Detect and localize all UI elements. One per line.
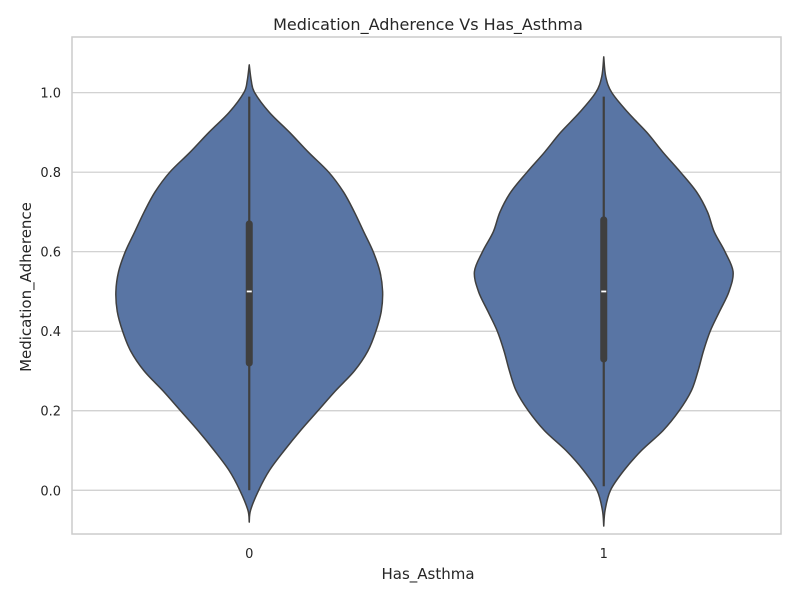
y-tick-label: 0.8 <box>40 166 61 181</box>
violins <box>115 56 734 527</box>
plot-frame <box>71 36 782 535</box>
y-tick-label: 0.2 <box>40 405 61 420</box>
x-tick-label: 1 <box>600 547 608 562</box>
y-tick-label: 0.6 <box>40 246 61 261</box>
y-tick-label: 1.0 <box>40 87 61 102</box>
x-tick-label: 0 <box>245 547 253 562</box>
y-axis-label: Medication_Adherence <box>17 202 36 372</box>
x-axis-label: Has_Asthma <box>381 565 474 584</box>
chart-title: Medication_Adherence Vs Has_Asthma <box>273 15 583 35</box>
y-tick-label: 0.4 <box>40 325 61 340</box>
y-tick-labels: 0.0 0.2 0.4 0.6 0.8 1.0 <box>40 87 61 500</box>
y-tick-label: 0.0 <box>40 484 61 499</box>
violin-group-1 <box>473 56 734 527</box>
violin-group-0 <box>115 64 384 523</box>
